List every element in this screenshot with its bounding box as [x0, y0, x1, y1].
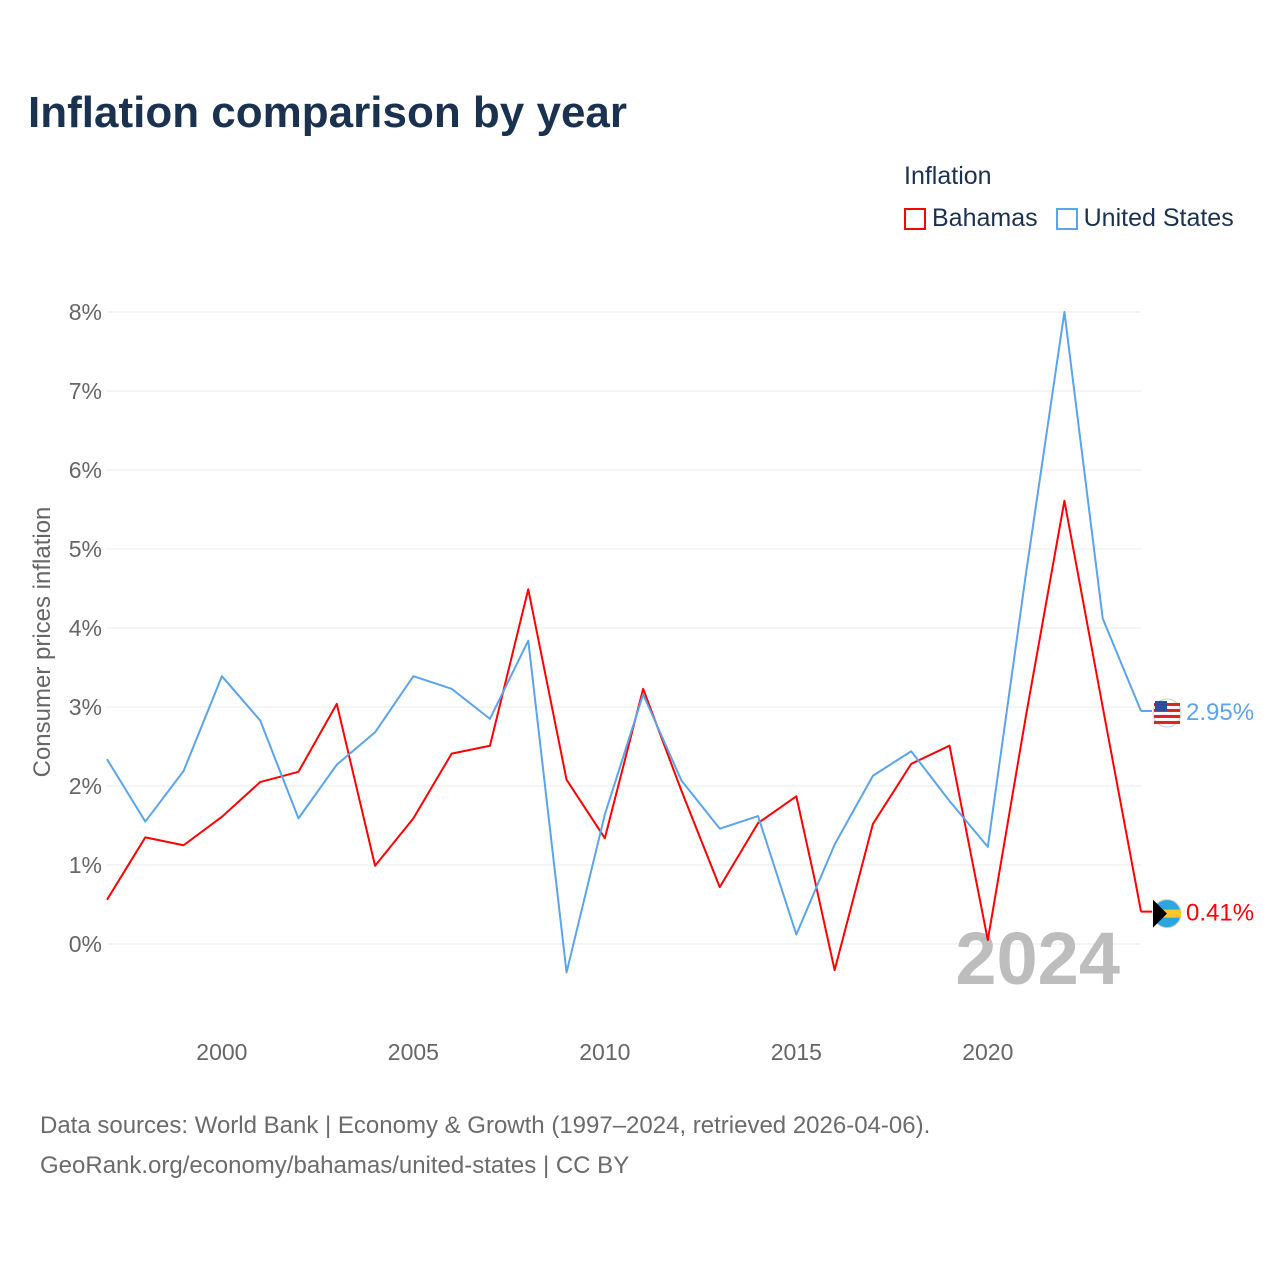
flag-stripe — [1154, 714, 1180, 718]
y-axis-label: Consumer prices inflation — [29, 507, 56, 778]
legend-label: United States — [1083, 204, 1234, 232]
series-line-bahamas — [106, 499, 1142, 972]
y-tick-label: 0% — [69, 931, 102, 957]
year-watermark: 2024 — [955, 917, 1120, 1000]
legend-item-bahamas[interactable]: Bahamas — [904, 204, 1038, 233]
flag-canton — [1155, 700, 1167, 711]
flag-stripe — [1154, 720, 1180, 724]
x-tick-label: 2020 — [962, 1039, 1013, 1065]
chart-title: Inflation comparison by year — [28, 88, 628, 137]
end-value-label: 2.95% — [1186, 699, 1254, 726]
y-tick-label: 5% — [69, 536, 102, 562]
legend-label: Bahamas — [932, 204, 1038, 232]
x-tick-label: 2010 — [579, 1039, 630, 1065]
legend-item-united-states[interactable]: United States — [1055, 204, 1234, 233]
y-tick-label: 4% — [69, 615, 102, 641]
y-tick-label: 2% — [69, 773, 102, 799]
y-tick-label: 3% — [69, 694, 102, 720]
y-tick-label: 7% — [69, 378, 102, 404]
y-tick-label: 8% — [69, 299, 102, 325]
legend-swatch-united-states — [1055, 207, 1078, 230]
x-tick-label: 2015 — [771, 1039, 822, 1065]
flag-triangle — [1153, 899, 1167, 928]
legend-swatch-bahamas — [904, 207, 926, 230]
source-line-2: GeoRank.org/economy/bahamas/united-state… — [40, 1152, 630, 1179]
series-line-united-states — [106, 311, 1142, 974]
y-tick-label: 1% — [69, 852, 102, 878]
data-source: Data sources: World Bank | Economy & Gro… — [40, 1106, 930, 1186]
y-tick-label: 6% — [69, 457, 102, 483]
legend-title: Inflation — [904, 162, 992, 190]
x-tick-label: 2005 — [388, 1039, 439, 1065]
end-value-label: 0.41% — [1186, 900, 1254, 927]
legend: Bahamas United States — [904, 204, 1234, 233]
x-tick-label: 2000 — [196, 1039, 247, 1065]
source-line-1: Data sources: World Bank | Economy & Gro… — [40, 1112, 931, 1139]
